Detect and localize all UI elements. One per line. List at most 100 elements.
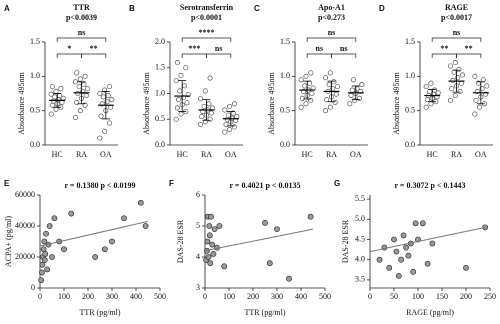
dot <box>423 104 429 110</box>
x-tick-label: HC <box>427 150 438 159</box>
dot <box>74 70 80 76</box>
y-tick-label: 5.5 <box>355 194 365 203</box>
dot <box>327 70 333 76</box>
panel-title: Serotransferrin <box>180 3 234 12</box>
dot <box>109 97 115 103</box>
y-axis-label: Absorbance 495nm <box>17 72 26 135</box>
panel-letter: C <box>254 4 260 13</box>
x-tick-label: 100 <box>58 292 70 301</box>
dot <box>473 97 479 103</box>
dot <box>231 124 237 130</box>
dot <box>83 93 89 99</box>
bracket <box>56 53 82 58</box>
x-tick-label: 50 <box>390 292 398 301</box>
dot <box>459 72 466 78</box>
x-tick-label: OA <box>475 150 487 159</box>
fit-line <box>369 226 486 253</box>
y-tick-label: 1.0 <box>405 71 415 80</box>
dot <box>202 119 208 125</box>
dot <box>106 120 112 126</box>
point <box>207 260 214 267</box>
bracket <box>206 53 232 58</box>
point <box>137 199 144 206</box>
dot <box>450 77 456 84</box>
dot <box>484 83 490 89</box>
y-tick-label: 60000 <box>15 190 35 199</box>
panel-title: RAGE <box>445 3 468 12</box>
panel-subtitle: p<0.0039 <box>66 13 97 22</box>
point <box>46 223 53 229</box>
point <box>419 220 426 227</box>
dot <box>206 101 212 107</box>
dot <box>76 84 82 90</box>
y-tick-label: 4.0 <box>355 255 365 264</box>
dot <box>480 77 486 83</box>
dot <box>173 78 179 84</box>
y-tick-label: 1.5 <box>30 37 40 46</box>
bracket-label: ns <box>453 28 461 37</box>
point <box>61 246 67 253</box>
x-tick-label: RA <box>76 150 87 159</box>
point <box>274 226 280 232</box>
x-tick-label: 500 <box>319 292 331 301</box>
bracket <box>456 53 482 58</box>
dot <box>427 88 433 94</box>
bracket-label: **** <box>199 28 215 37</box>
dot <box>57 93 63 99</box>
y-tick-label: 2.0 <box>155 37 165 46</box>
point <box>424 260 431 267</box>
point <box>211 226 218 232</box>
dot <box>72 79 79 85</box>
point <box>38 277 45 284</box>
y-tick-label: 0.5 <box>280 105 290 114</box>
dot <box>197 121 204 127</box>
y-tick-label: 0.5 <box>405 105 415 114</box>
fit-line <box>39 220 149 247</box>
bracket-label: ns <box>316 44 324 53</box>
bracket <box>306 37 357 42</box>
dot <box>182 83 188 89</box>
y-tick-label: 0.0 <box>405 140 415 149</box>
bracket-label: * <box>67 44 71 53</box>
x-axis-label: TTR (pg/ml) <box>244 308 285 317</box>
dot <box>449 86 455 92</box>
point <box>386 264 393 271</box>
y-tick-label: 20000 <box>15 252 35 261</box>
dot <box>432 87 438 93</box>
bracket <box>306 53 332 58</box>
dot <box>102 128 108 134</box>
dot <box>334 84 341 90</box>
y-tick-label: 0.5 <box>155 114 165 123</box>
point <box>410 268 417 275</box>
dot <box>452 93 458 99</box>
dot <box>82 73 88 79</box>
dot <box>307 80 313 86</box>
dot <box>49 102 55 108</box>
dot <box>225 112 231 118</box>
dot <box>201 103 207 109</box>
dot <box>227 103 233 109</box>
x-tick-label: 250 <box>484 292 496 301</box>
dot <box>84 86 91 92</box>
point <box>221 263 228 270</box>
dot <box>231 101 237 107</box>
bracket-label: ns <box>78 28 86 37</box>
bracket <box>81 53 107 58</box>
dot <box>174 105 180 111</box>
x-tick-label: 100 <box>223 292 235 301</box>
dot <box>202 88 208 94</box>
y-axis-label: Absorbance 495nm <box>267 72 276 135</box>
dot <box>423 84 429 90</box>
point <box>395 272 402 279</box>
dot <box>331 79 337 85</box>
point <box>204 238 211 245</box>
x-tick-label: OA <box>225 150 237 159</box>
dot <box>178 72 184 79</box>
point <box>44 266 51 273</box>
dot <box>303 101 309 107</box>
point <box>216 223 223 229</box>
y-tick-label: 3.5 <box>355 275 365 284</box>
point <box>101 246 108 253</box>
point <box>41 257 48 263</box>
